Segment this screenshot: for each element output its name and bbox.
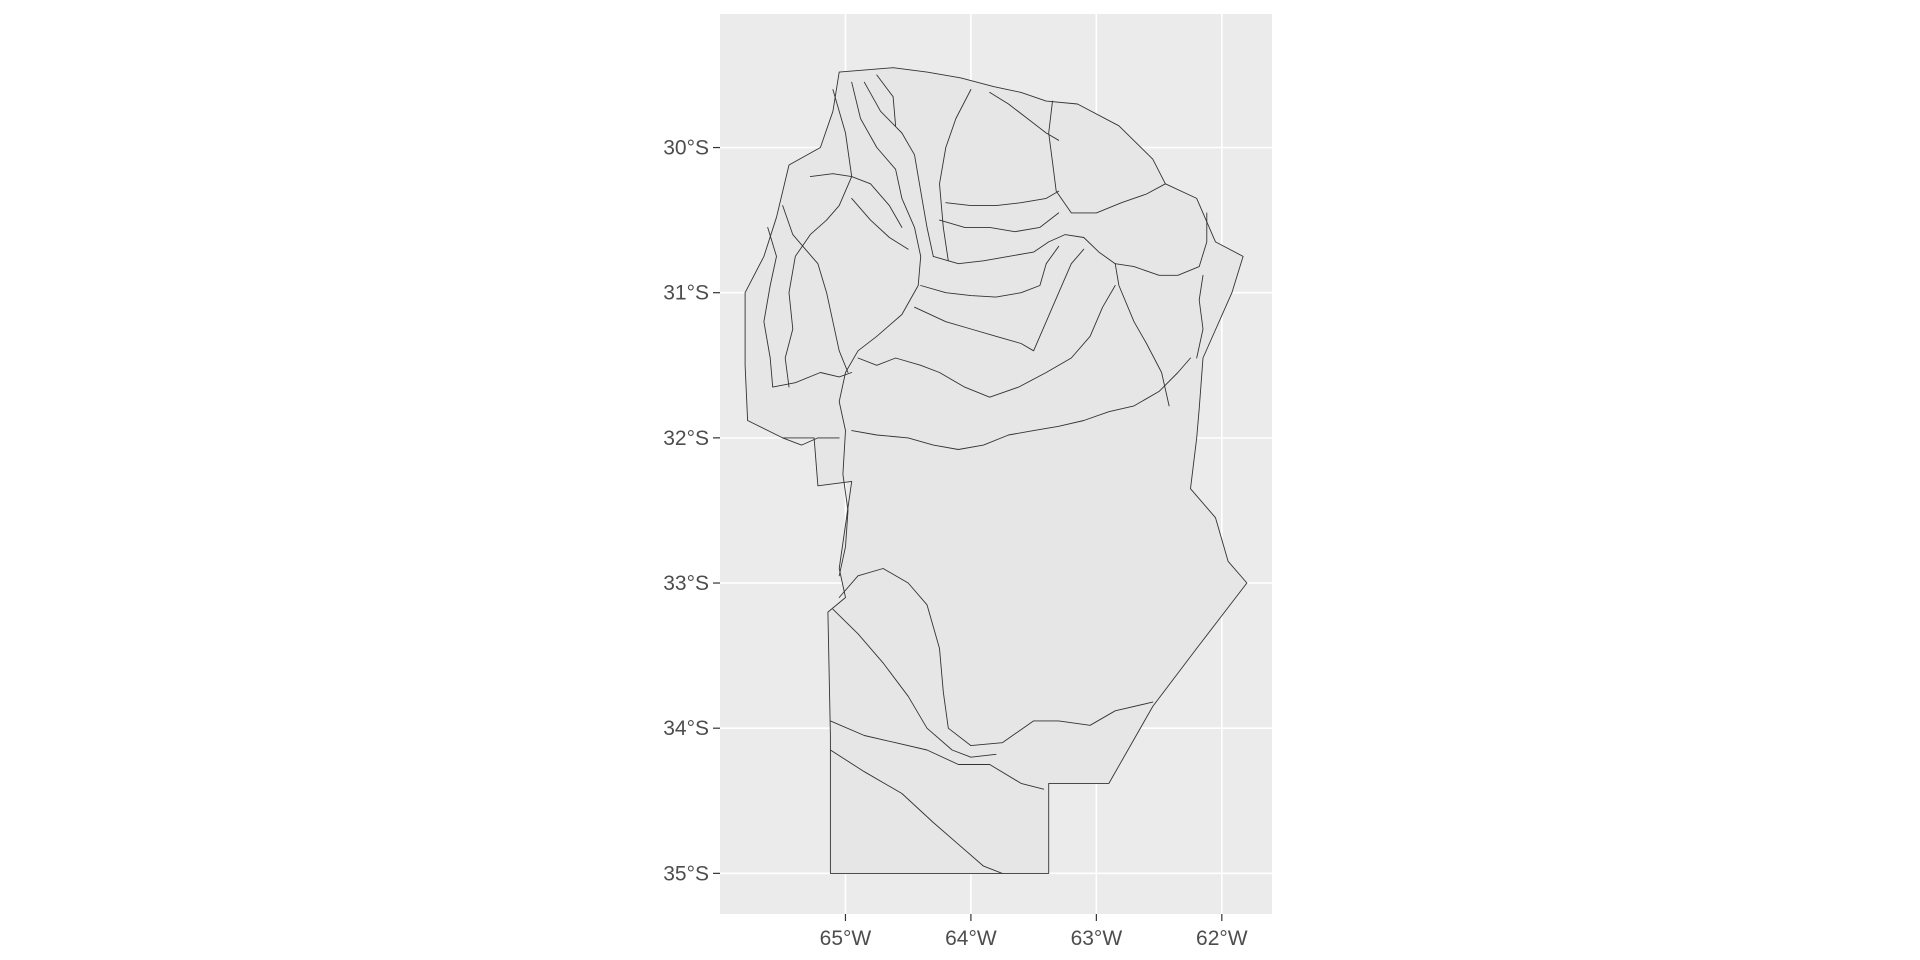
department-boundary: [809, 173, 903, 228]
lat-tick-label: 35°S: [663, 862, 709, 885]
department-boundary: [1048, 100, 1166, 214]
lon-tick-label: 63°W: [1071, 927, 1123, 950]
department-boundary: [851, 357, 1191, 450]
department-boundary: [838, 81, 922, 577]
lon-tick-label: 62°W: [1196, 927, 1248, 950]
department-boundary: [939, 212, 1060, 233]
department-boundary: [851, 197, 909, 250]
department-boundary: [989, 91, 1060, 141]
department-boundary: [939, 89, 972, 262]
department-boundary: [876, 74, 897, 127]
lon-tick-label: 64°W: [945, 927, 997, 950]
regions-layer: [744, 67, 1248, 874]
department-boundary: [932, 234, 1170, 407]
department-boundary: [920, 245, 1060, 298]
lat-tick-label: 33°S: [663, 572, 709, 595]
lat-tick-label: 32°S: [663, 427, 709, 450]
lat-tick-label: 34°S: [663, 717, 709, 740]
province-outline: [744, 67, 1248, 874]
department-boundary: [863, 81, 934, 257]
department-boundary: [945, 190, 1060, 207]
department-boundary: [772, 372, 853, 388]
department-boundary: [782, 205, 849, 373]
lon-tick-label: 65°W: [820, 927, 872, 950]
department-boundary: [832, 608, 997, 758]
department-boundary: [829, 749, 1003, 874]
department-boundary: [782, 437, 840, 446]
longitude-axis: 65°W 64°W 63°W 62°W: [820, 914, 1248, 950]
latitude-axis: 30°S 31°S 32°S 33°S 34°S 35°S: [663, 137, 720, 885]
department-boundary: [829, 720, 1045, 790]
department-boundary: [914, 248, 1085, 352]
department-boundary: [838, 568, 1154, 747]
lat-tick-label: 31°S: [663, 282, 709, 305]
department-boundary: [1114, 212, 1208, 276]
department-boundary: [857, 285, 1116, 398]
lat-tick-label: 30°S: [663, 137, 709, 160]
department-boundary: [763, 226, 777, 388]
department-boundary: [1196, 274, 1204, 359]
department-boundary: [784, 89, 853, 388]
